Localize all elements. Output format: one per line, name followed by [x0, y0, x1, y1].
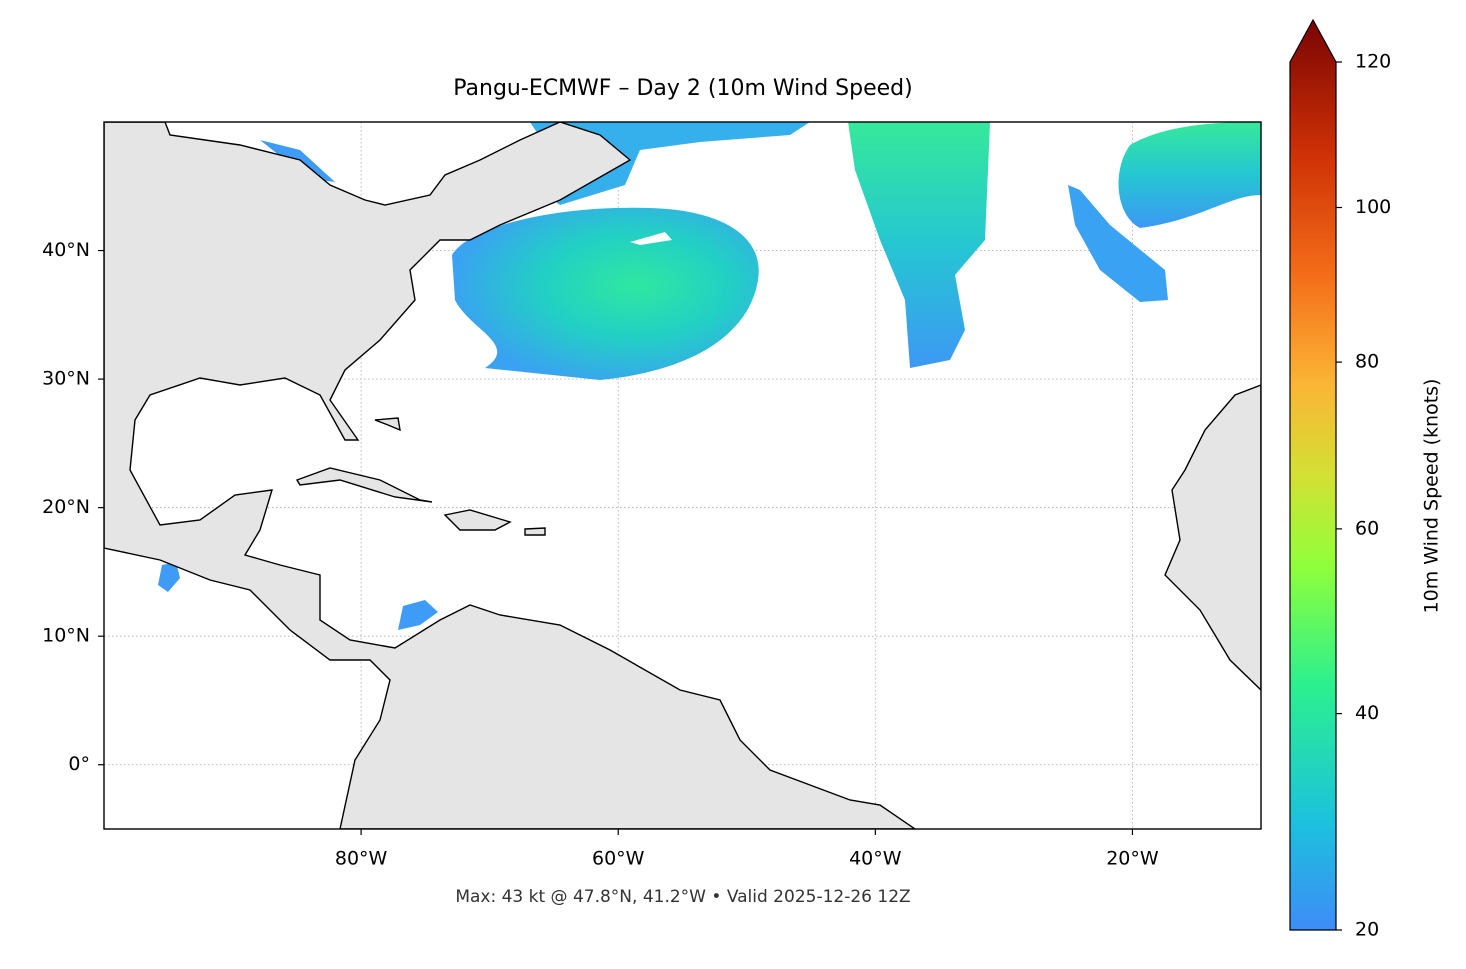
colorbar-body — [1289, 18, 1337, 931]
map-area — [104, 122, 1261, 829]
y-tick-label: 10°N — [42, 625, 90, 647]
bahamas — [374, 417, 401, 432]
y-tick-label: 40°N — [42, 239, 90, 261]
puerto-rico — [524, 527, 546, 536]
wind-swath — [1068, 185, 1168, 302]
y-tick-label: 0° — [68, 753, 90, 775]
wind-swath — [398, 600, 438, 630]
cuba — [295, 467, 433, 503]
x-tick-label: 20°W — [1106, 848, 1159, 870]
colorbar-tick-label: 40 — [1355, 702, 1379, 724]
wind-swath — [1118, 122, 1261, 228]
x-tick-label: 60°W — [592, 848, 645, 870]
wind-swath — [158, 562, 180, 592]
wind-swath — [452, 207, 759, 380]
colorbar-tick-label: 100 — [1355, 196, 1391, 218]
colorbar-tick-label: 120 — [1355, 51, 1391, 73]
colorbar-tick-label: 80 — [1355, 351, 1379, 373]
colorbar-label: 10m Wind Speed (knots) — [1421, 379, 1443, 614]
colorbar: 10m Wind Speed (knots) 20 40 60 80 100 120 — [1289, 18, 1443, 941]
colorbar-tick-label: 60 — [1355, 517, 1379, 539]
x-tick-label: 80°W — [335, 848, 388, 870]
land — [104, 122, 1261, 829]
hispaniola — [443, 509, 512, 531]
x-tick-label: 40°W — [849, 848, 902, 870]
africa — [1164, 384, 1261, 691]
chart-title: Pangu-ECMWF – Day 2 (10m Wind Speed) — [453, 76, 912, 101]
americas — [104, 122, 917, 829]
colorbar-tick-label: 20 — [1355, 919, 1379, 941]
y-tick-label: 20°N — [42, 496, 90, 518]
footer-note: Max: 43 kt @ 47.8°N, 41.2°W • Valid 2025… — [455, 887, 910, 907]
wind-gap — [630, 232, 672, 245]
y-tick-label: 30°N — [42, 368, 90, 390]
plot-frame — [103, 121, 1262, 830]
wind-swath — [848, 122, 990, 368]
